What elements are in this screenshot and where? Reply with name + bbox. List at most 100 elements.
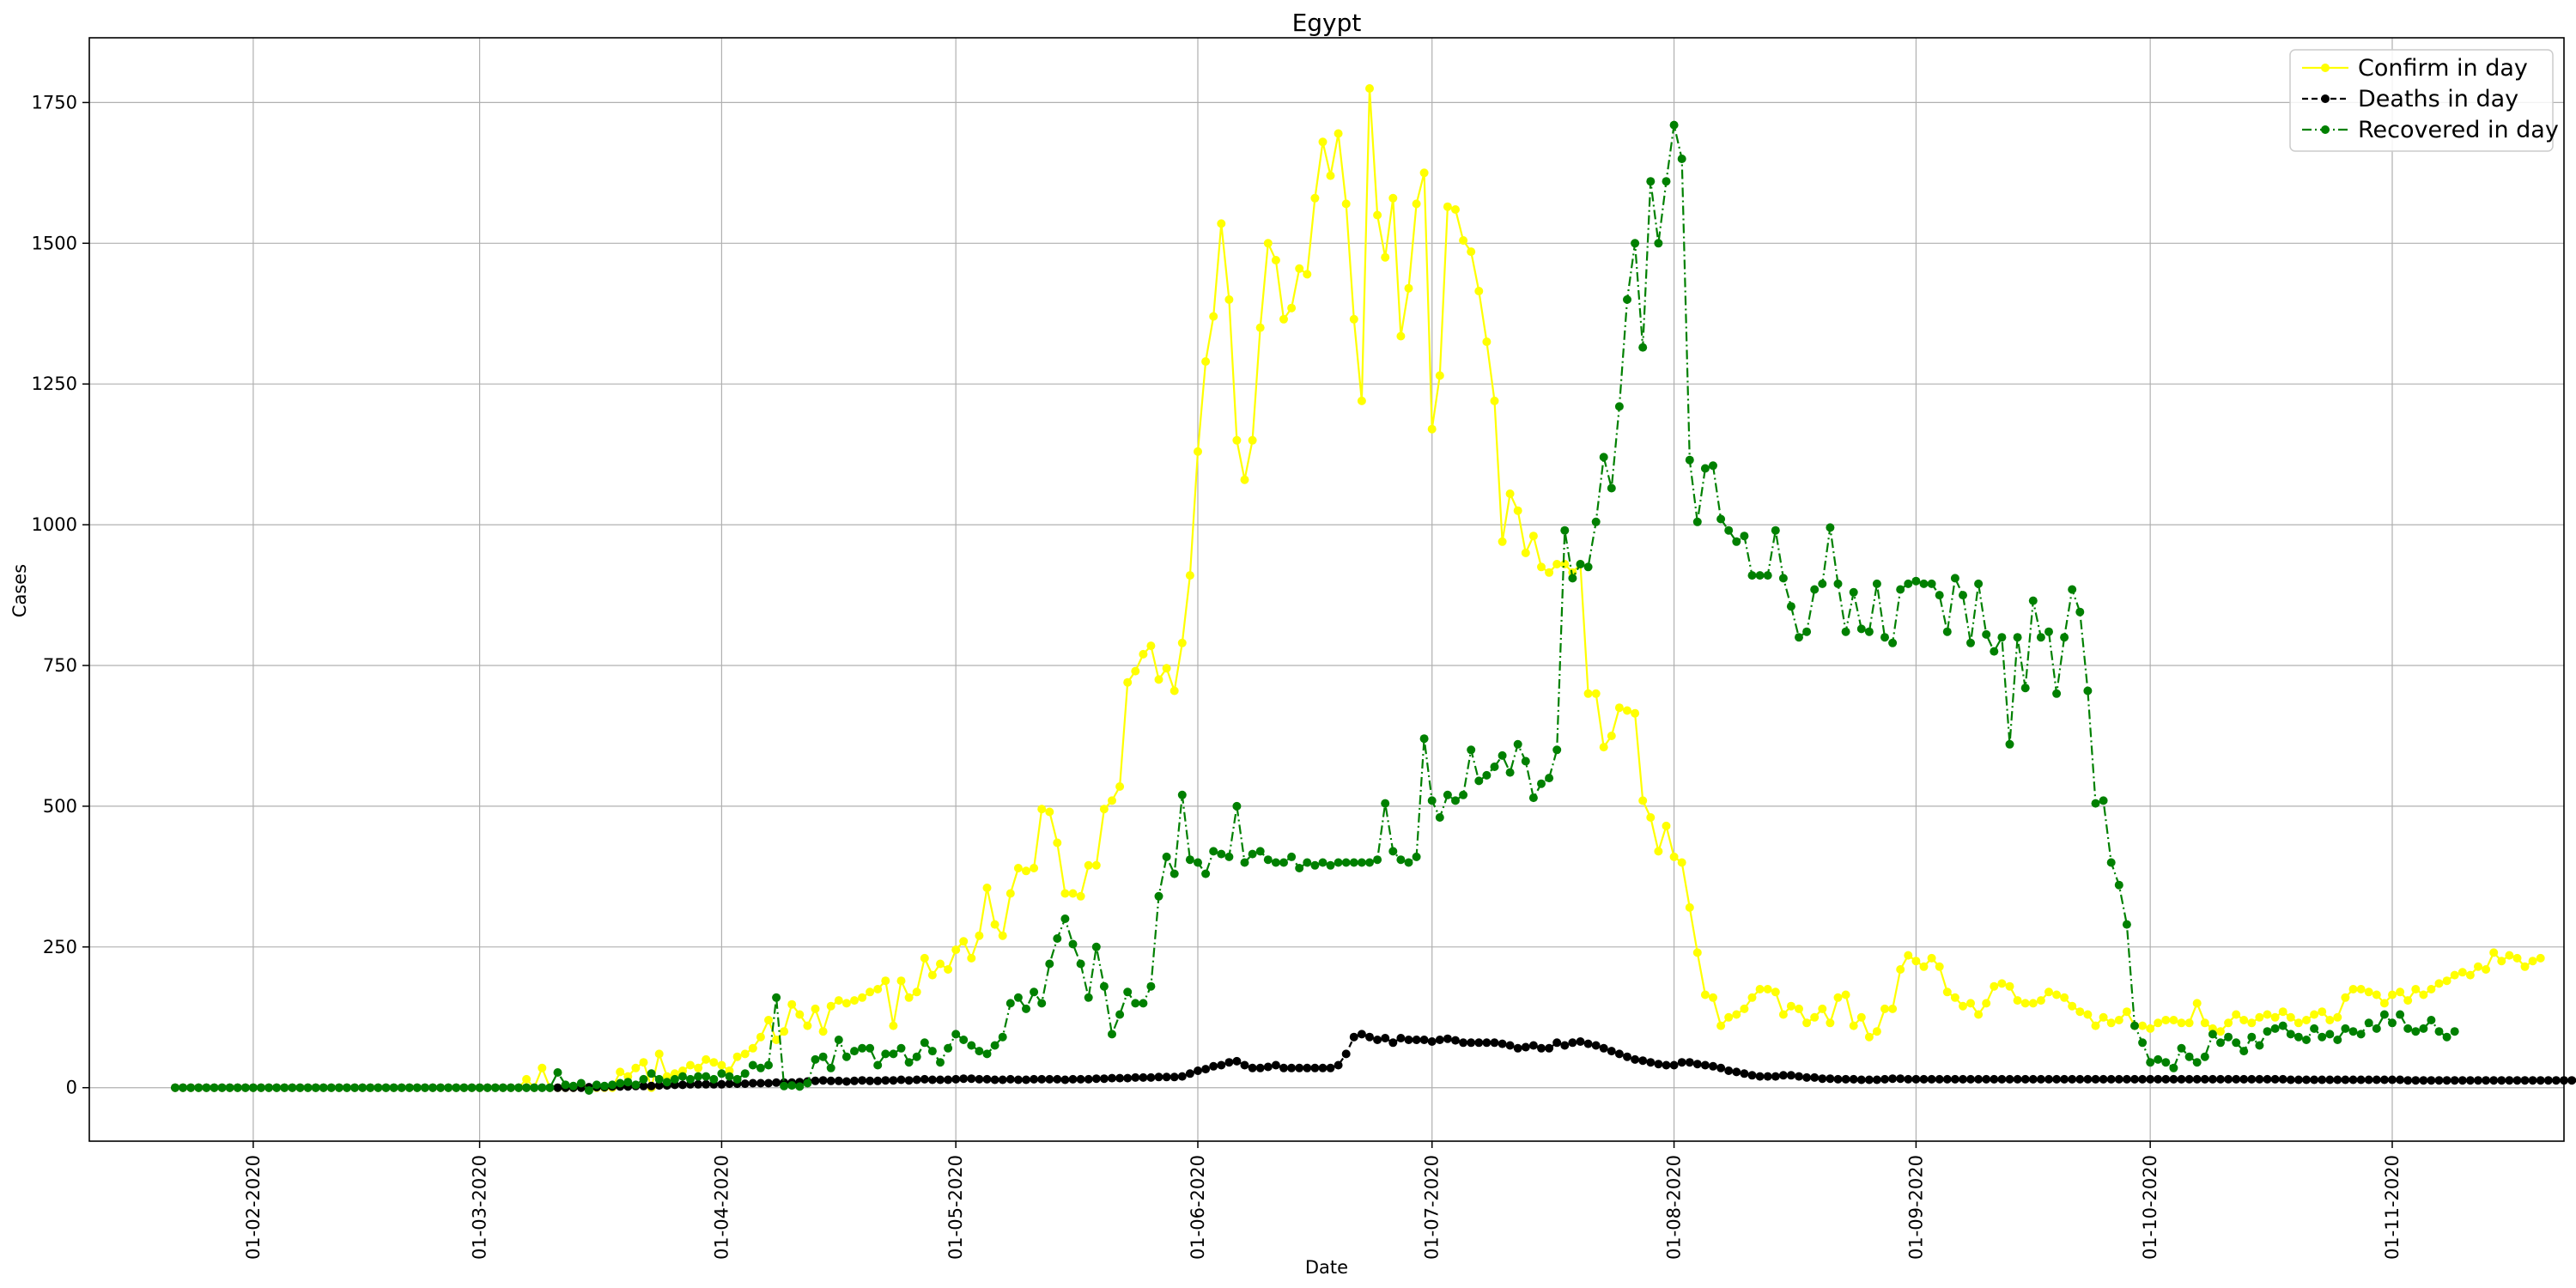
data-point: [920, 953, 929, 963]
data-point: [2403, 1076, 2413, 1085]
data-point: [2114, 880, 2123, 890]
data-point: [1810, 585, 1820, 594]
data-point: [1396, 855, 1406, 865]
data-point: [2388, 990, 2397, 999]
data-point: [1084, 860, 1093, 870]
data-point: [530, 1083, 539, 1092]
data-point: [2247, 1032, 2257, 1042]
data-point: [2348, 1027, 2358, 1036]
data-point: [1240, 1060, 1249, 1070]
data-point: [358, 1083, 368, 1092]
data-point: [2379, 1010, 2389, 1019]
data-point: [1139, 1072, 1148, 1082]
data-point: [1005, 1074, 1015, 1084]
data-point: [1224, 295, 1234, 304]
data-point: [2442, 1032, 2451, 1042]
data-point: [951, 1030, 961, 1039]
data-point: [2099, 1074, 2108, 1084]
data-point: [1427, 796, 1437, 805]
data-point: [2450, 1027, 2459, 1036]
data-point: [600, 1081, 609, 1091]
data-point: [2044, 1074, 2053, 1084]
data-point: [498, 1083, 507, 1092]
data-point: [1692, 1060, 1702, 1069]
data-point: [1318, 1063, 1327, 1072]
data-point: [1833, 1074, 1843, 1084]
data-point: [1279, 314, 1288, 324]
data-point: [1638, 1056, 1648, 1066]
data-point: [639, 1081, 648, 1091]
data-point: [1357, 396, 1366, 405]
data-point: [2232, 1010, 2241, 1019]
data-point: [1654, 1060, 1663, 1069]
data-point: [2364, 1018, 2373, 1028]
data-point: [592, 1080, 601, 1090]
data-point: [1162, 664, 1171, 673]
data-point: [1997, 633, 2007, 642]
data-point: [2099, 1012, 2108, 1022]
data-point: [1560, 560, 1570, 568]
data-point: [2528, 1076, 2537, 1085]
data-point: [459, 1083, 469, 1092]
data-point: [967, 1041, 976, 1050]
data-point: [2154, 1018, 2163, 1028]
data-point: [1849, 587, 1858, 597]
data-point: [1131, 1072, 1140, 1082]
data-point: [2075, 607, 2085, 617]
y-tick-label: 500: [43, 796, 77, 817]
data-point: [1005, 889, 1015, 898]
data-point: [2497, 1076, 2506, 1085]
data-point: [2302, 1075, 2311, 1084]
data-point: [1373, 855, 1382, 865]
data-point: [210, 1083, 219, 1092]
data-point: [1099, 981, 1109, 991]
data-point: [2028, 999, 2038, 1008]
data-point: [1271, 256, 1280, 264]
data-point: [1669, 852, 1679, 861]
data-point: [2239, 1016, 2249, 1024]
data-point: [1982, 999, 1991, 1008]
data-point: [1935, 1074, 1944, 1084]
data-point: [1435, 1036, 1444, 1044]
data-point: [904, 1076, 914, 1085]
data-point: [1778, 1071, 1788, 1080]
data-point: [1732, 1010, 1741, 1019]
data-point: [818, 1076, 828, 1085]
data-point: [780, 1081, 789, 1091]
data-point: [420, 1083, 429, 1092]
data-point: [1185, 1069, 1194, 1078]
data-point: [1521, 1042, 1530, 1052]
data-point: [2286, 1030, 2295, 1039]
data-point: [1950, 1074, 1959, 1084]
data-point: [1591, 1041, 1601, 1050]
data-point: [841, 999, 851, 1008]
data-point: [1599, 743, 1608, 752]
data-point: [2184, 1018, 2194, 1028]
data-point: [639, 1058, 648, 1067]
data-point: [1194, 1066, 1202, 1075]
data-point: [654, 1081, 664, 1091]
data-point: [1209, 312, 1218, 321]
data-point: [444, 1083, 453, 1092]
data-point: [896, 1043, 906, 1053]
data-point: [1692, 517, 1702, 526]
data-point: [1997, 979, 2007, 988]
data-point: [756, 1032, 765, 1042]
data-point: [1740, 532, 1749, 541]
data-point: [1005, 999, 1015, 1008]
data-point: [881, 976, 890, 986]
data-point: [1716, 514, 1726, 524]
data-point: [1856, 1012, 1866, 1022]
data-point: [2060, 1074, 2069, 1084]
data-point: [2169, 1016, 2178, 1024]
data-point: [2224, 1018, 2233, 1028]
data-point: [1295, 1063, 1304, 1072]
data-point: [295, 1083, 305, 1092]
data-point: [1709, 461, 1717, 471]
data-point: [1474, 287, 1484, 295]
data-point: [2036, 1074, 2045, 1084]
data-point: [1771, 1072, 1780, 1081]
data-point: [2013, 633, 2022, 642]
data-point: [1700, 990, 1710, 999]
data-point: [834, 1036, 843, 1044]
